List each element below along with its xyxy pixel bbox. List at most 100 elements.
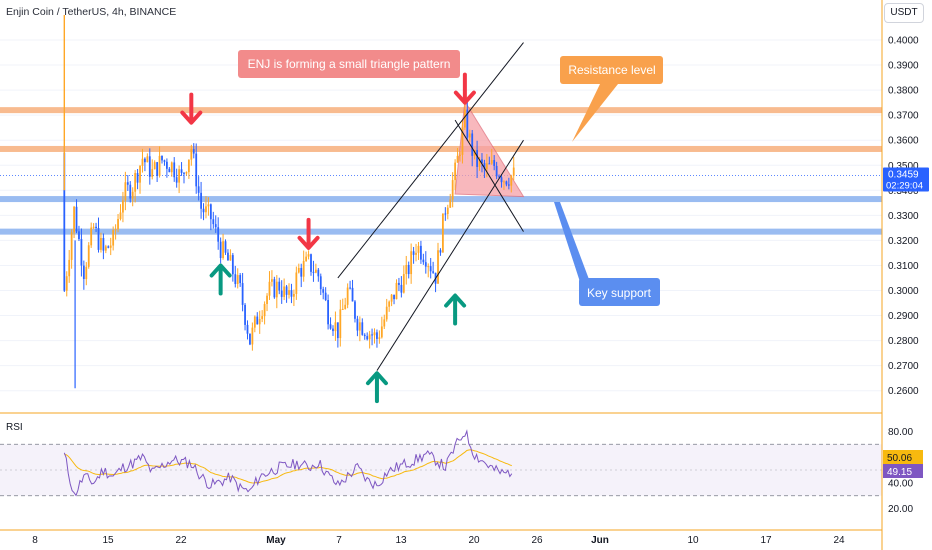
candle-body <box>187 159 190 173</box>
price-tick-label: 0.2700 <box>888 361 919 372</box>
candle-body <box>478 159 481 167</box>
candle-body <box>144 158 146 163</box>
candle-body <box>95 226 97 228</box>
candle-body <box>344 304 347 309</box>
time-tick-label: 24 <box>833 535 845 546</box>
arrow-head <box>297 235 320 250</box>
price-tick-label: 0.3800 <box>888 86 919 97</box>
candle-body <box>420 245 422 260</box>
resistance-callout: Resistance level <box>560 56 663 142</box>
rsi-indicator-label[interactable]: RSI <box>6 422 23 433</box>
candle-body <box>246 324 249 334</box>
candle-body <box>73 206 75 233</box>
price-tick-label: 0.3900 <box>888 61 919 72</box>
candle-body <box>114 229 117 231</box>
candle-body <box>124 182 127 201</box>
candle-body <box>227 252 229 261</box>
candle-body <box>200 192 202 209</box>
candle-body <box>459 154 461 156</box>
candle-body <box>239 275 242 284</box>
arrow-head <box>209 263 232 278</box>
candle-body <box>183 172 185 174</box>
candle-body <box>378 337 381 339</box>
rsi-tick-label: 40.00 <box>888 478 913 489</box>
support-callout: Key support <box>554 202 660 306</box>
candle-body <box>351 287 354 302</box>
candle-body <box>234 274 237 284</box>
candle-body <box>102 238 105 251</box>
candle-body <box>329 324 332 329</box>
candle-body <box>398 282 400 285</box>
candle-body <box>441 213 444 253</box>
rsi-tick-label: 80.00 <box>888 427 913 438</box>
candle-body <box>476 150 478 167</box>
candle-body <box>90 227 93 246</box>
candle-body <box>153 162 156 170</box>
currency-selector[interactable]: USDT <box>884 3 924 23</box>
pattern-callout: ENJ is forming a small triangle pattern <box>238 50 460 78</box>
candle-body <box>92 226 95 228</box>
candle-body <box>385 306 388 320</box>
time-tick-label: 26 <box>531 535 543 546</box>
candle-body <box>358 322 361 331</box>
candle-body <box>80 239 83 266</box>
candle-body <box>229 255 232 261</box>
candle-body <box>180 169 183 173</box>
support-band <box>0 196 882 203</box>
candle-body <box>439 250 442 253</box>
price-tick-label: 0.4000 <box>888 36 919 47</box>
candle-body <box>400 284 403 293</box>
candle-body <box>165 161 168 169</box>
candle-body <box>68 259 71 277</box>
candle-body <box>402 274 405 293</box>
candle-body <box>78 231 80 240</box>
candle-body <box>82 265 85 280</box>
symbol-title[interactable]: Enjin Coin / TetherUS, 4h, BINANCE <box>6 6 177 18</box>
price-tick-label: 0.3200 <box>888 236 919 247</box>
candle-body <box>173 162 176 178</box>
price-tick-label: 0.3300 <box>888 211 919 222</box>
candle-body <box>109 245 112 248</box>
candle-body <box>405 264 408 275</box>
candle-body <box>65 276 68 291</box>
candle-body <box>349 287 351 289</box>
candle-countdown: 02:29:04 <box>886 181 923 192</box>
rsi-tick-label: 20.00 <box>888 504 913 515</box>
time-tick-label: 8 <box>32 535 38 546</box>
candle-body <box>253 316 256 328</box>
candle-body <box>146 156 149 163</box>
horizontal-levels <box>0 107 882 235</box>
candle-body <box>390 294 393 302</box>
candle-body <box>356 318 359 331</box>
candle-body <box>427 266 430 268</box>
rsi-line <box>63 429 513 497</box>
current-price-value: 0.3459 <box>888 170 919 181</box>
candle-body <box>280 290 283 297</box>
candle-body <box>278 281 281 291</box>
resistance-callout-text: Resistance level <box>568 63 655 77</box>
candle-body <box>209 204 212 220</box>
trend-channel <box>337 42 524 371</box>
candle-body <box>107 246 110 248</box>
candle-body <box>170 162 173 173</box>
candle-body <box>437 250 439 284</box>
price-tick-label: 0.3000 <box>888 286 919 297</box>
candle-body <box>319 276 322 290</box>
candle-body <box>212 219 215 225</box>
price-tick-label: 0.2800 <box>888 336 919 347</box>
arrow-head <box>453 90 476 105</box>
candle-body <box>456 155 459 163</box>
candle-body <box>222 241 224 259</box>
time-tick-label: 7 <box>336 535 342 546</box>
candle-body <box>368 334 371 340</box>
candle-body <box>63 152 66 291</box>
candle-body <box>185 172 188 174</box>
price-tick-label: 0.3100 <box>888 261 919 272</box>
candle-body <box>295 272 298 294</box>
candle-body <box>163 160 166 162</box>
candle-body <box>415 252 417 255</box>
time-tick-label: 22 <box>175 535 187 546</box>
arrow-head <box>365 371 388 386</box>
